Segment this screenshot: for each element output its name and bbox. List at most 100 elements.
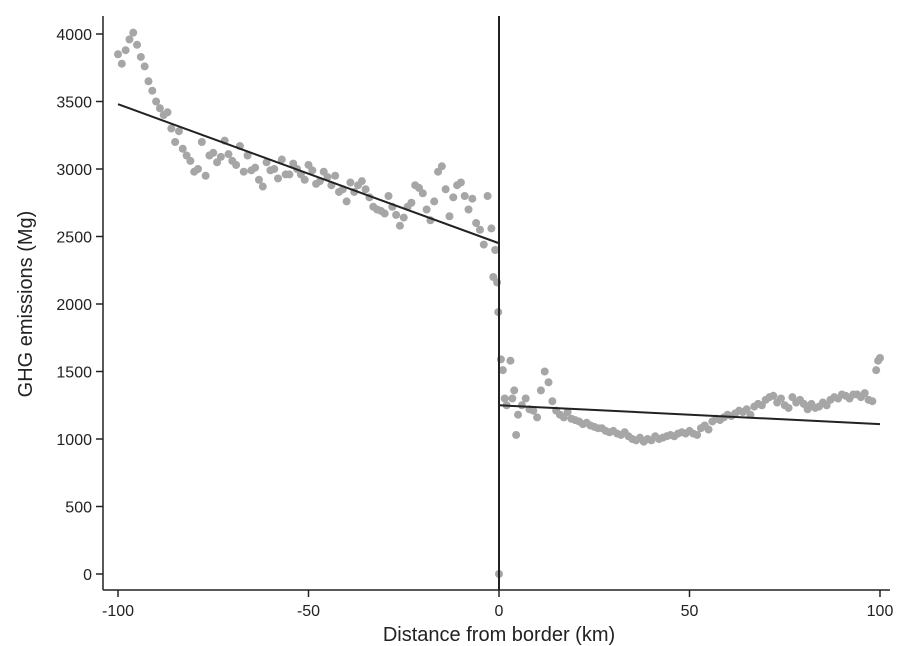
data-point: [407, 198, 416, 207]
data-point: [254, 175, 263, 184]
data-point: [270, 165, 279, 173]
data-point: [125, 35, 134, 44]
data-point: [548, 397, 557, 406]
data-point: [418, 189, 427, 198]
data-point: [197, 138, 206, 146]
data-point: [167, 124, 176, 133]
data-point: [274, 174, 283, 183]
data-point: [300, 175, 309, 184]
fit-line-left: [117, 103, 500, 245]
data-point: [392, 210, 401, 219]
data-point: [308, 166, 317, 175]
fit-line-right: [498, 404, 881, 426]
y-tick-label: 0: [83, 567, 92, 584]
data-point: [155, 104, 164, 113]
data-point: [468, 194, 477, 203]
data-point: [868, 397, 877, 406]
y-tick-label: 4000: [56, 27, 92, 44]
data-point: [194, 165, 203, 173]
data-point: [872, 366, 881, 375]
data-point: [544, 378, 553, 387]
data-point: [475, 225, 484, 234]
data-point: [483, 192, 492, 200]
data-point: [521, 394, 530, 403]
y-tick-label: 3500: [56, 95, 92, 112]
y-tick-label: 2000: [56, 297, 92, 314]
data-point: [508, 394, 517, 403]
data-point: [510, 386, 519, 395]
data-point: [331, 171, 340, 180]
data-point: [506, 356, 515, 365]
data-point: [174, 127, 183, 136]
data-point: [704, 425, 713, 434]
data-point: [262, 158, 271, 167]
x-tick-label: 0: [495, 603, 504, 620]
data-point: [129, 28, 138, 37]
fit-lines-layer: [117, 103, 881, 426]
x-tick-label: -50: [297, 603, 320, 620]
data-point: [258, 182, 267, 191]
data-point: [148, 86, 157, 95]
data-point: [121, 46, 130, 55]
data-point: [563, 408, 572, 416]
data-point: [171, 138, 180, 146]
data-point: [380, 209, 389, 218]
data-point: [512, 430, 521, 439]
y-tick-label: 500: [65, 500, 92, 517]
data-point: [136, 52, 145, 61]
data-point: [498, 366, 507, 375]
data-point: [152, 97, 161, 106]
y-tick-label: 1000: [56, 432, 92, 449]
data-point: [422, 205, 431, 214]
data-point: [357, 177, 366, 186]
data-point: [384, 192, 393, 200]
y-tick-label: 3000: [56, 162, 92, 179]
data-point: [514, 410, 523, 419]
data-point: [500, 394, 509, 403]
x-axis: -100 -50 0 50 100: [102, 589, 893, 620]
data-point: [460, 192, 469, 200]
data-point: [529, 406, 538, 415]
data-point: [140, 62, 149, 71]
data-point: [430, 197, 439, 206]
data-point: [114, 50, 122, 59]
y-tick-label: 2500: [56, 230, 92, 247]
data-point: [441, 185, 450, 194]
data-point: [186, 156, 195, 165]
data-point: [533, 413, 542, 422]
data-point: [876, 354, 884, 362]
data-point: [449, 193, 458, 202]
data-point: [399, 213, 408, 222]
data-point: [776, 394, 785, 403]
data-point: [361, 185, 370, 194]
data-point: [346, 178, 355, 187]
data-point: [769, 391, 778, 400]
data-point: [251, 163, 260, 172]
data-point: [239, 167, 248, 176]
x-tick-label: 50: [681, 603, 699, 620]
data-point: [144, 77, 153, 86]
data-point: [784, 403, 793, 412]
data-point: [243, 151, 252, 160]
data-point: [232, 160, 241, 169]
data-point: [456, 178, 465, 187]
data-point: [133, 40, 142, 49]
data-point: [395, 221, 404, 230]
data-point: [342, 197, 351, 206]
data-point: [540, 367, 549, 376]
data-point: [277, 155, 286, 164]
data-point: [209, 148, 218, 157]
data-point: [178, 144, 187, 153]
data-point: [860, 389, 869, 398]
data-point: [224, 150, 233, 159]
data-point: [216, 152, 225, 161]
data-point: [479, 240, 488, 249]
data-point: [285, 170, 294, 179]
data-point: [536, 386, 545, 395]
data-point: [464, 205, 473, 214]
data-point: [693, 430, 702, 439]
y-axis-title: GHG emissions (Mg): [15, 211, 37, 398]
data-point: [437, 162, 446, 171]
data-point: [472, 219, 481, 227]
